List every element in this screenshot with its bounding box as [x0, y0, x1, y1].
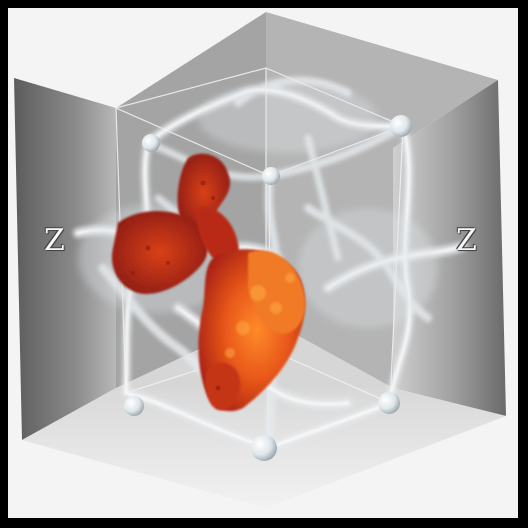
image-frame: Z Z — [8, 8, 518, 518]
cube-nodes — [124, 115, 412, 461]
cube-scene — [14, 12, 506, 508]
node-bottom-front — [251, 435, 277, 461]
node-bottom-right — [378, 392, 400, 414]
left-axis-label: Z — [44, 223, 65, 258]
node-bottom-left — [124, 396, 144, 416]
right-axis-label: Z — [456, 223, 477, 258]
fire-specks — [131, 180, 221, 391]
node-top-right — [390, 115, 412, 137]
fire-texture — [225, 273, 295, 358]
red-cloud — [111, 153, 306, 412]
node-top-left — [142, 134, 160, 152]
node-top-middle — [262, 167, 280, 185]
left-wall — [14, 78, 116, 440]
